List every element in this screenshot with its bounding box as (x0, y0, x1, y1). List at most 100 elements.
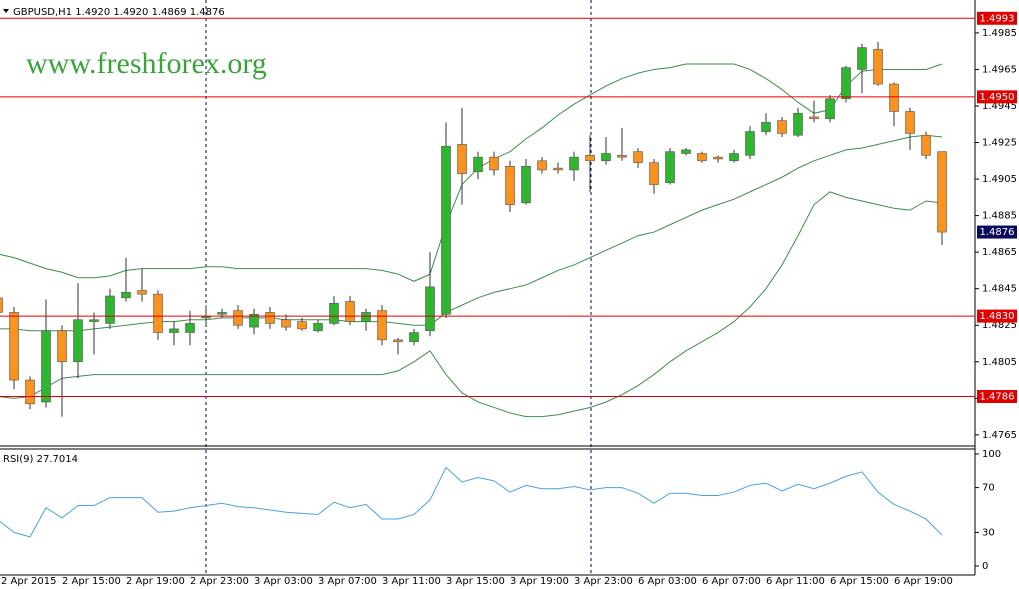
level-label-box (977, 389, 1017, 403)
candle-body (921, 134, 931, 156)
candle-body (809, 116, 819, 120)
x-tick-label: 3 Apr 11:00 (382, 576, 441, 587)
candle-body (313, 323, 323, 332)
candle-body (249, 313, 259, 328)
y-tick-label: 1.4825 (982, 320, 1017, 331)
candle-body (25, 379, 35, 405)
x-tick-label: 6 Apr 11:00 (766, 576, 825, 587)
y-tick-label: 1.4765 (982, 430, 1017, 441)
last-price-label: 1.4876 (980, 227, 1015, 238)
y-tick-label: 1.4905 (982, 174, 1017, 185)
y-tick-label: 1.4945 (982, 101, 1017, 112)
candle-body (425, 286, 435, 332)
y-tick-label: 0 (982, 561, 988, 572)
level-label: 1.4950 (980, 92, 1015, 103)
candle-body (585, 155, 595, 162)
y-tick-label: 1.4865 (982, 247, 1017, 258)
x-tick-label: 3 Apr 07:00 (318, 576, 377, 587)
candle-body (905, 111, 915, 134)
candle-body (361, 312, 371, 322)
candle-body (457, 144, 467, 174)
candle-body (473, 156, 483, 173)
level-label: 1.4830 (980, 311, 1015, 322)
chart-title: GBPUSD,H1 1.4920 1.4920 1.4869 1.4876 (13, 7, 225, 18)
candle-body (713, 156, 723, 160)
level-label-box (977, 90, 1017, 104)
candle-body (217, 312, 227, 315)
candle-body (393, 339, 403, 342)
x-tick-label: 3 Apr 15:00 (446, 576, 505, 587)
rsi-line (0, 466, 943, 538)
candle-body (105, 295, 115, 324)
collapse-icon (3, 9, 9, 13)
candle-body (233, 310, 243, 326)
y-tick-label: 1.4925 (982, 138, 1017, 149)
x-tick-label: 2 Apr 2015 (1, 576, 56, 587)
y-tick-label: 100 (982, 449, 1001, 460)
x-tick-label: 6 Apr 19:00 (894, 576, 953, 587)
candle-body (521, 165, 531, 204)
y-tick-label: 1.4985 (982, 28, 1017, 39)
candle-body (153, 293, 163, 333)
last-price-box (977, 225, 1017, 239)
candle-body (873, 49, 883, 85)
candle-body (137, 290, 147, 295)
candle-body (537, 160, 547, 171)
candle-body (345, 301, 355, 322)
candle-body (41, 330, 51, 403)
candle-body (57, 330, 67, 363)
candle-body (601, 153, 611, 162)
bollinger-band (0, 63, 943, 282)
bollinger-band (0, 191, 943, 418)
candle-body (9, 312, 19, 381)
candle-body (617, 155, 627, 158)
candle-body (729, 153, 739, 162)
level-label-box (977, 11, 1017, 25)
watermark: www.freshforex.org (26, 47, 267, 80)
x-tick-label: 6 Apr 03:00 (638, 576, 697, 587)
candle-body (681, 149, 691, 154)
candle-body (409, 332, 419, 342)
x-tick-label: 2 Apr 15:00 (62, 576, 121, 587)
candle-body (121, 292, 131, 299)
x-tick-label: 3 Apr 03:00 (254, 576, 313, 587)
level-label: 1.4993 (980, 13, 1015, 24)
candle-body (377, 310, 387, 341)
candle-body (649, 162, 659, 185)
candle-body (169, 328, 179, 333)
candle-body (825, 98, 835, 120)
x-tick-label: 3 Apr 23:00 (574, 576, 633, 587)
candle-body (89, 319, 99, 322)
x-tick-label: 2 Apr 19:00 (126, 576, 185, 587)
candle-body (329, 303, 339, 324)
level-label: 1.4786 (980, 391, 1015, 402)
candle-body (793, 112, 803, 136)
x-tick-label: 3 Apr 19:00 (510, 576, 569, 587)
level-label-box (977, 309, 1017, 323)
candle-body (297, 321, 307, 330)
candle-body (73, 319, 83, 363)
candle-body (0, 297, 3, 313)
rsi-title: RSI(9) 27.7014 (3, 454, 78, 465)
candle-body (185, 323, 195, 333)
candle-body (505, 165, 515, 205)
candle-body (265, 312, 275, 324)
candle-body (553, 167, 563, 171)
candle-body (841, 67, 851, 99)
x-tick-label: 2 Apr 23:00 (190, 576, 249, 587)
candle-body (697, 153, 707, 162)
candle-body (489, 156, 499, 171)
y-tick-label: 1.4845 (982, 284, 1017, 295)
candle-body (777, 120, 787, 134)
candle-body (761, 122, 771, 132)
x-tick-label: 6 Apr 15:00 (830, 576, 889, 587)
bollinger-band (0, 134, 943, 332)
y-tick-label: 1.4885 (982, 211, 1017, 222)
y-tick-label: 70 (982, 483, 995, 494)
y-tick-label: 1.4805 (982, 357, 1017, 368)
candle-body (937, 151, 947, 233)
candle-body (569, 156, 579, 171)
candle-body (857, 47, 867, 70)
candle-body (665, 151, 675, 184)
